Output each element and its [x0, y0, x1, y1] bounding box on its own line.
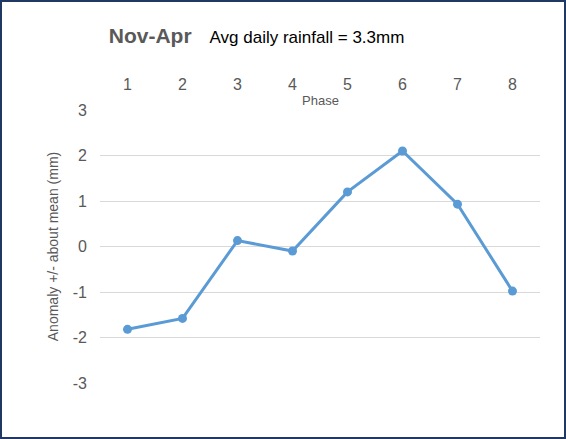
svg-text:1: 1 [78, 193, 87, 210]
svg-text:1: 1 [123, 76, 132, 93]
svg-text:5: 5 [343, 76, 352, 93]
svg-text:0: 0 [78, 238, 87, 255]
svg-text:-3: -3 [73, 375, 87, 392]
svg-text:2: 2 [178, 76, 187, 93]
svg-text:3: 3 [78, 102, 87, 119]
svg-text:3: 3 [233, 76, 242, 93]
svg-text:6: 6 [398, 76, 407, 93]
svg-text:Phase: Phase [302, 93, 339, 108]
svg-text:Anomaly +/- about mean (mm): Anomaly +/- about mean (mm) [45, 152, 61, 341]
svg-text:4: 4 [288, 76, 297, 93]
svg-text:Nov-Apr Avg daily rainfall: Nov-Apr Avg daily rainfall = 3.3mm [109, 24, 405, 47]
svg-text:2: 2 [78, 147, 87, 164]
svg-text:8: 8 [508, 76, 517, 93]
svg-text:-2: -2 [73, 329, 87, 346]
svg-text:-1: -1 [73, 284, 87, 301]
svg-text:7: 7 [453, 76, 462, 93]
